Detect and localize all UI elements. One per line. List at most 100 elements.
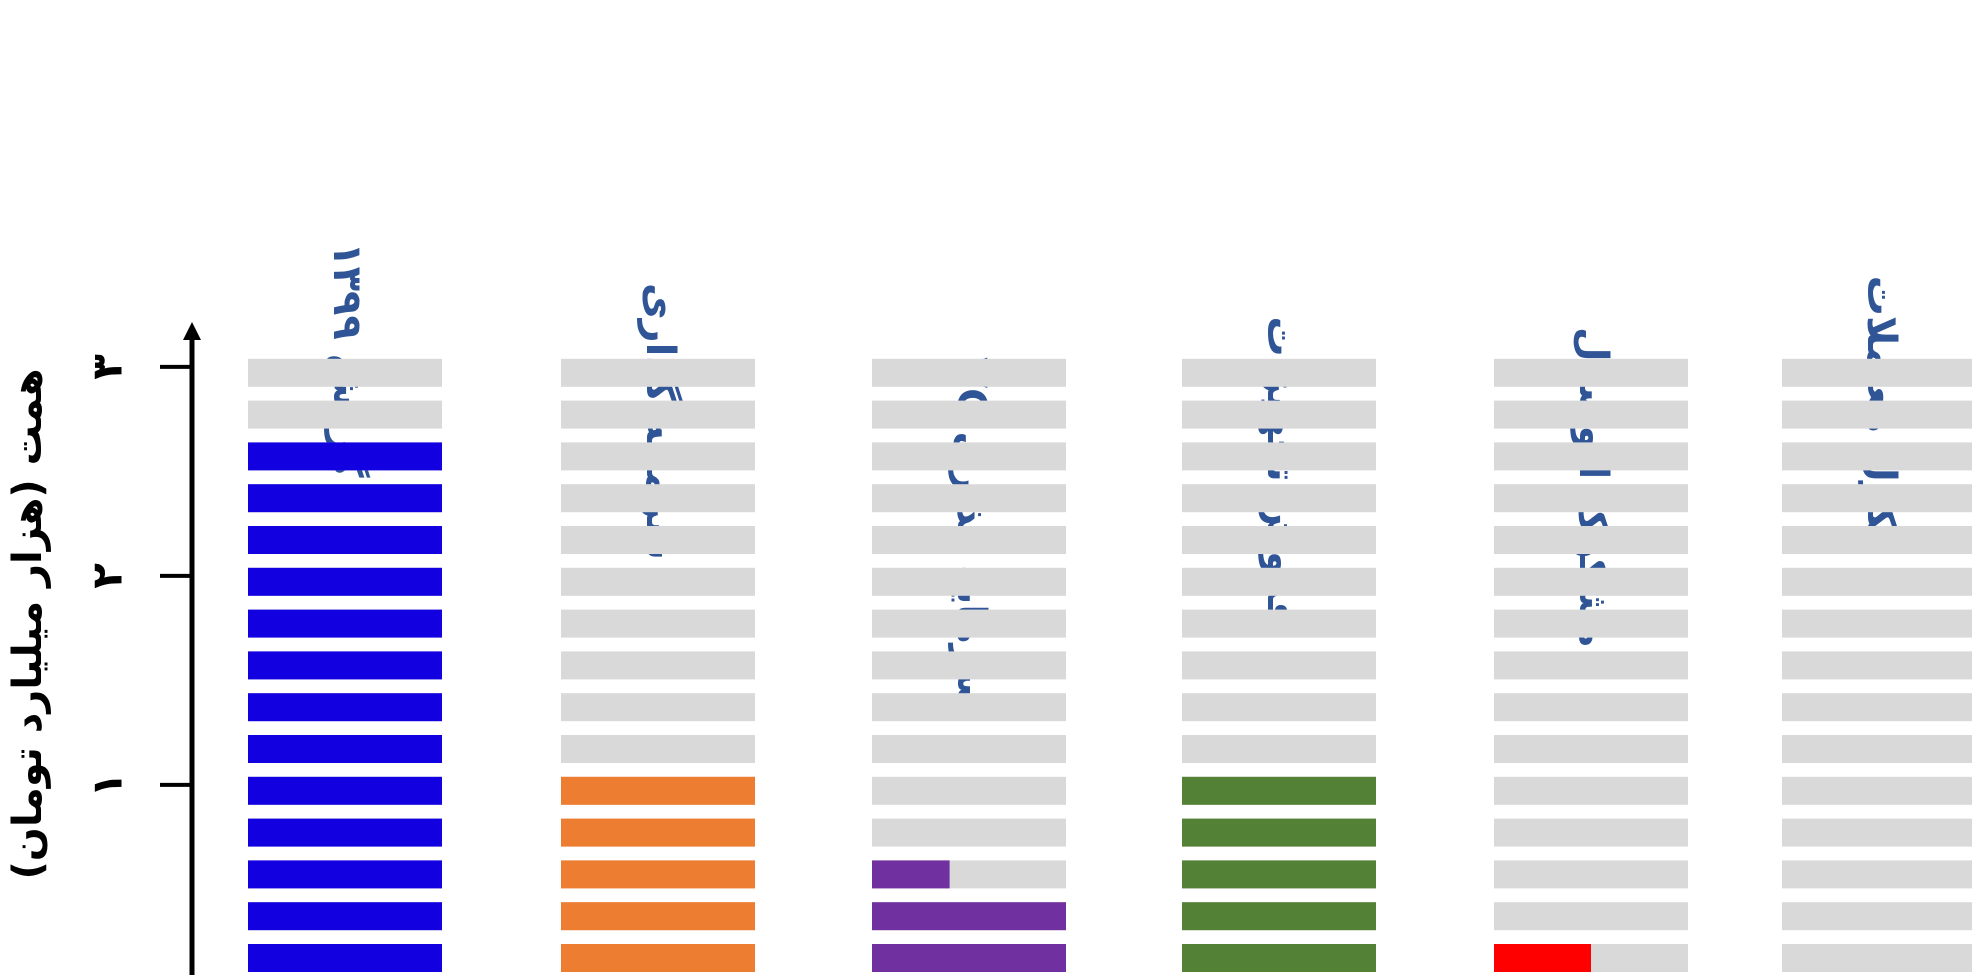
empty-slot bbox=[1494, 693, 1688, 722]
empty-slot bbox=[1782, 735, 1972, 763]
category-column: مشکوک الوصول bbox=[1494, 327, 1688, 972]
empty-slot bbox=[1494, 735, 1688, 763]
empty-slot bbox=[872, 609, 1066, 638]
empty-slot bbox=[872, 442, 1066, 471]
empty-slot bbox=[1494, 484, 1688, 513]
empty-slot bbox=[872, 526, 1066, 554]
empty-slot bbox=[561, 609, 755, 638]
empty-slot bbox=[872, 735, 1066, 763]
bar-segment bbox=[248, 609, 442, 638]
empty-slot bbox=[1182, 651, 1376, 680]
empty-slot bbox=[1182, 567, 1376, 596]
empty-slot bbox=[1182, 735, 1376, 763]
bar-segment bbox=[561, 818, 755, 847]
empty-slot bbox=[1782, 442, 1972, 471]
bar-segment bbox=[1182, 860, 1376, 889]
empty-slot bbox=[1782, 902, 1972, 931]
empty-slot bbox=[561, 400, 755, 429]
bar-segment bbox=[561, 860, 755, 889]
empty-slot bbox=[1494, 442, 1688, 471]
y-axis-label: همت (هزار میلیارد تومان) bbox=[5, 369, 51, 880]
empty-slot bbox=[1182, 526, 1376, 554]
empty-slot bbox=[1182, 358, 1376, 387]
y-tick-label: ۳ bbox=[83, 354, 132, 380]
empty-slot bbox=[1782, 526, 1972, 554]
bar-segment bbox=[1182, 944, 1376, 972]
empty-slot bbox=[1782, 776, 1972, 805]
empty-slot bbox=[561, 442, 755, 471]
bar-segment bbox=[248, 526, 442, 554]
y-axis: همت (هزار میلیارد تومان) bbox=[5, 322, 201, 975]
empty-slot bbox=[561, 567, 755, 596]
empty-slot bbox=[1782, 358, 1972, 387]
empty-slot bbox=[1182, 400, 1376, 429]
empty-slot bbox=[872, 651, 1066, 680]
empty-slot bbox=[1494, 860, 1688, 889]
bar-segment bbox=[1182, 902, 1376, 931]
empty-slot bbox=[1494, 358, 1688, 387]
empty-slot bbox=[1494, 651, 1688, 680]
category-columns: گردش ۱۳۹۹ سرمایه گذاری سرمایه گذاری VC فروش… bbox=[248, 242, 1972, 972]
empty-slot bbox=[872, 567, 1066, 596]
empty-slot bbox=[561, 358, 755, 387]
empty-slot bbox=[1494, 609, 1688, 638]
bar-segment bbox=[248, 902, 442, 931]
y-tick-label: ۲ bbox=[83, 563, 132, 589]
empty-slot bbox=[1782, 400, 1972, 429]
empty-slot bbox=[1494, 567, 1688, 596]
empty-slot bbox=[872, 358, 1066, 387]
empty-slot bbox=[561, 651, 755, 680]
category-column: گردش ۱۳۹۹ bbox=[248, 242, 442, 972]
empty-slot bbox=[872, 484, 1066, 513]
empty-slot bbox=[872, 818, 1066, 847]
empty-slot bbox=[1782, 944, 1972, 972]
category-column: سرمایه گذاری VC bbox=[872, 357, 1066, 972]
bar-segment bbox=[248, 693, 442, 722]
y-axis-arrow bbox=[183, 322, 201, 340]
empty-slot bbox=[248, 358, 442, 387]
category-column: نکول معاملات bbox=[1782, 276, 1972, 972]
bar-segment bbox=[561, 944, 755, 972]
empty-slot bbox=[1182, 442, 1376, 471]
bar-segment bbox=[561, 902, 755, 931]
bar-segment bbox=[872, 902, 1066, 931]
bar-segment bbox=[872, 860, 950, 889]
empty-slot bbox=[561, 526, 755, 554]
empty-slot bbox=[1494, 400, 1688, 429]
empty-slot bbox=[1182, 484, 1376, 513]
empty-slot bbox=[1182, 609, 1376, 638]
empty-slot bbox=[1782, 651, 1972, 680]
empty-slot bbox=[561, 735, 755, 763]
bar-segment bbox=[248, 818, 442, 847]
bar-segment bbox=[248, 860, 442, 889]
category-column: فروش تجهیزات bbox=[1182, 316, 1376, 972]
empty-slot bbox=[872, 776, 1066, 805]
empty-slot bbox=[1494, 526, 1688, 554]
category-column: سرمایه گذاری bbox=[561, 283, 755, 972]
empty-slot bbox=[1782, 860, 1972, 889]
y-tick-label: ۱ bbox=[83, 772, 132, 798]
empty-slot bbox=[1782, 609, 1972, 638]
bar-segment bbox=[872, 944, 1066, 972]
empty-slot bbox=[1782, 693, 1972, 722]
y-axis-ticks: ۱ ۲ ۳ bbox=[83, 354, 192, 798]
empty-slot bbox=[1182, 693, 1376, 722]
empty-slot bbox=[1782, 484, 1972, 513]
empty-slot bbox=[561, 484, 755, 513]
empty-slot bbox=[1782, 818, 1972, 847]
empty-slot bbox=[1494, 902, 1688, 931]
bar-segment bbox=[1182, 776, 1376, 805]
empty-slot bbox=[248, 400, 442, 429]
empty-slot bbox=[561, 693, 755, 722]
empty-slot bbox=[1494, 776, 1688, 805]
bar-segment bbox=[248, 442, 442, 471]
bar-segment bbox=[561, 776, 755, 805]
bar-segment bbox=[248, 567, 442, 596]
empty-slot bbox=[872, 693, 1066, 722]
empty-slot bbox=[1494, 818, 1688, 847]
bar-segment bbox=[248, 776, 442, 805]
bar-segment bbox=[248, 651, 442, 680]
empty-slot bbox=[1782, 567, 1972, 596]
bar-segment bbox=[248, 484, 442, 513]
